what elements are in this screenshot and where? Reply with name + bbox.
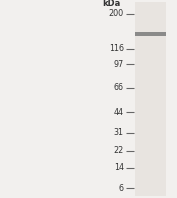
Text: 44: 44 (114, 108, 124, 117)
Text: 31: 31 (114, 128, 124, 137)
Text: 6: 6 (119, 184, 124, 193)
Text: 116: 116 (109, 44, 124, 53)
Bar (135, 32, 166, 36)
Text: kDa: kDa (102, 0, 120, 9)
Text: 66: 66 (114, 83, 124, 92)
Text: 97: 97 (114, 60, 124, 69)
Text: 22: 22 (114, 146, 124, 155)
Text: 14: 14 (114, 163, 124, 172)
Text: 200: 200 (109, 9, 124, 18)
Bar (135, 2, 166, 196)
